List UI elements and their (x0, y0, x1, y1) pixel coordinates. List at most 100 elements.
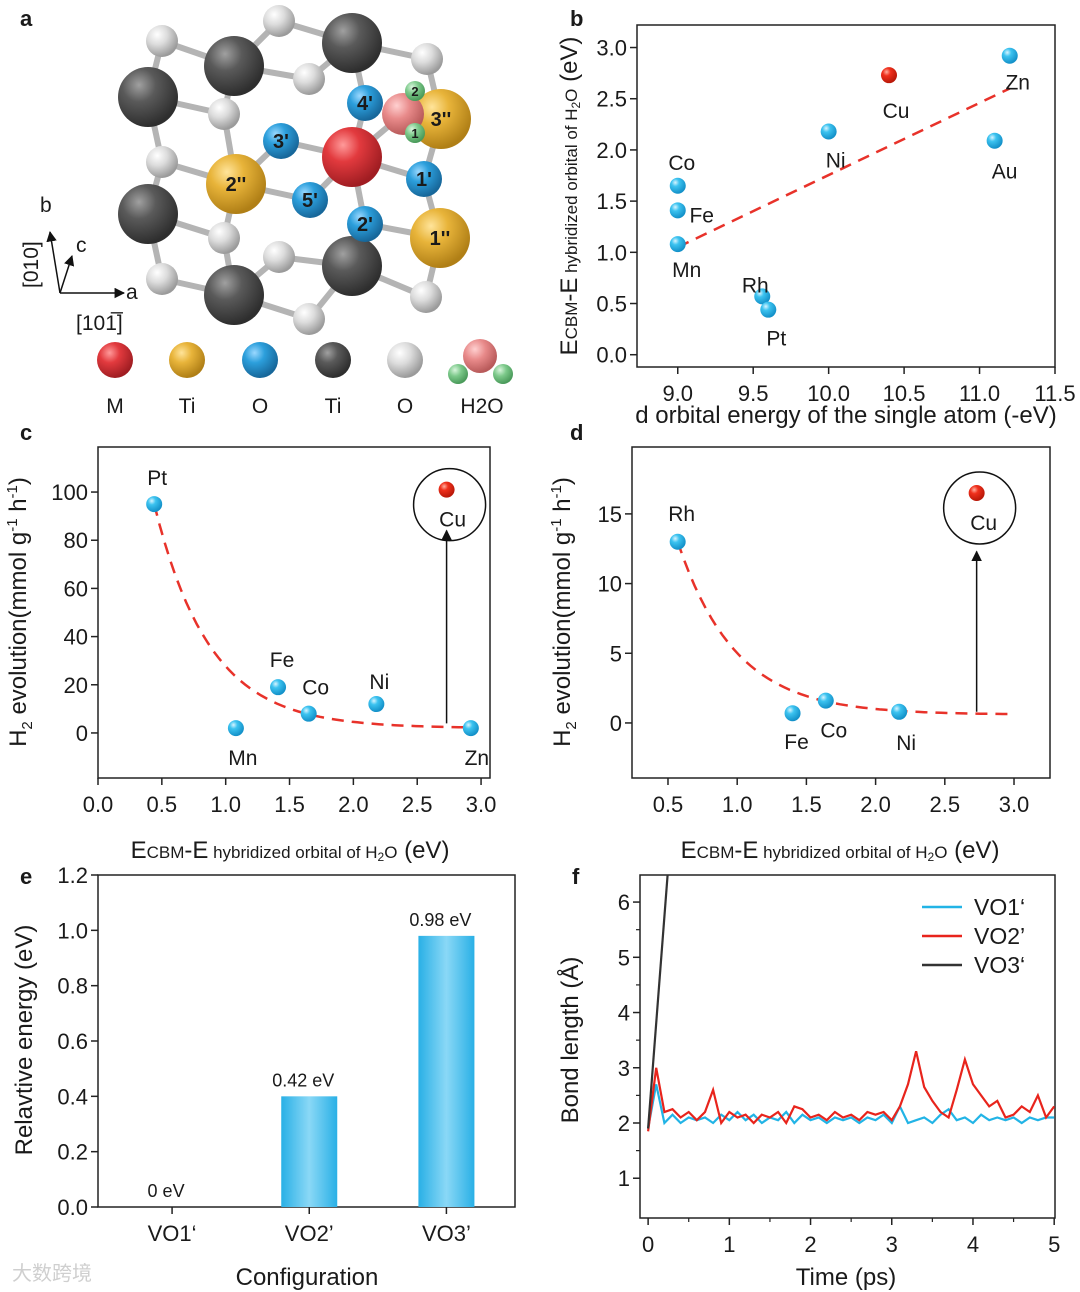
legend-label-3: Ti (325, 395, 342, 418)
label-part: O (384, 843, 397, 862)
label-part: CBM (697, 843, 735, 862)
data-point-cu (968, 484, 985, 501)
fit-line (677, 87, 1011, 249)
axis-c-arrow (59, 255, 75, 294)
atom-h1 (405, 123, 425, 143)
x-tick-label: 0.5 (653, 792, 684, 817)
y-tick-label: 40 (64, 625, 88, 650)
y-tick-label: 2.0 (596, 138, 627, 163)
y-tick-label: 100 (51, 480, 88, 505)
crystal-structure-panel: 3' 4' 5' 1' 2' 2'' 3'' 1'' 1 2 b c a [010] [101̅] M Ti O T… (20, 5, 513, 418)
atom-o4 (347, 85, 383, 121)
chart-panel-f: 1 2 3 4 5 6 0 1 2 3 4 5 Time (ps) Bond length (Å) VO1‘… (556, 874, 1060, 1291)
label-part: -1 (548, 518, 565, 531)
atom-ti1 (410, 208, 470, 268)
data-point-ni (891, 703, 908, 720)
x-tick-label: 9.0 (662, 381, 693, 406)
highlight-circle (412, 467, 487, 542)
label-part: -1 (4, 485, 21, 498)
chart-panel-d: 0 5 10 15 0.5 1.0 1.5 2.0 2.5 3.0 ECBM-E hybridize… (548, 446, 1051, 864)
atom-o1 (406, 161, 442, 197)
atom-ti2 (206, 154, 266, 214)
label-part: -E (734, 837, 758, 864)
label-part: -1 (4, 518, 21, 531)
y-tick-label: 1.0 (596, 240, 627, 265)
atom-o3 (263, 123, 299, 159)
data-point-ni (820, 123, 837, 140)
x-tick-label: 3.0 (466, 792, 497, 817)
y-tick-label: 1 (618, 1166, 630, 1191)
atom-ti3 (411, 89, 471, 149)
data-point-co (817, 692, 834, 709)
x-axis-title: Time (ps) (796, 1264, 896, 1291)
y-tick-label: 5 (610, 641, 622, 666)
category-label: VO3’ (422, 1221, 471, 1246)
bar-1 (281, 1096, 338, 1207)
legend-atom-0 (97, 342, 133, 378)
label-part: (eV) (947, 837, 999, 864)
x-tick-label: 9.5 (738, 381, 769, 406)
atom-w9 (263, 241, 295, 273)
x-tick-label: 0 (642, 1232, 654, 1257)
y-tick-label: 0.2 (57, 1140, 88, 1165)
data-point-pt (760, 301, 777, 318)
atom-w3 (293, 63, 325, 95)
panel-letter-b: b (570, 6, 583, 31)
point-label-rh: Rh (742, 274, 769, 297)
atom-w7 (208, 222, 240, 254)
data-point-mn (227, 720, 244, 737)
label-part: -E (184, 837, 208, 864)
atom-label-o5: 5' (302, 190, 318, 212)
x-tick-label: 11.0 (959, 381, 1000, 406)
x-tick-label: 5 (1048, 1232, 1060, 1257)
axis-b-arrow (46, 230, 61, 294)
category-label: VO2’ (285, 1221, 334, 1246)
point-label-co: Co (668, 152, 695, 175)
y-tick-label: 60 (64, 576, 88, 601)
atom-t5 (204, 265, 264, 325)
point-label-pt: Pt (147, 467, 167, 490)
data-point-fe (270, 679, 287, 696)
legend-label-2: O (252, 395, 268, 418)
bar-value-label: 0.42 eV (272, 1070, 334, 1090)
label-part: evolution(mmol g (5, 532, 32, 721)
point-label-rh: Rh (668, 503, 695, 526)
y-tick-label: 1.2 (57, 863, 88, 888)
axis-a-label: a (126, 281, 138, 304)
y-tick-label: 0 (76, 721, 88, 746)
label-part: -E (556, 278, 583, 302)
point-label-co: Co (302, 677, 329, 700)
atom-label-ti1: 1'' (430, 228, 451, 250)
y-tick-label: 0.5 (596, 292, 627, 317)
atom-w4 (411, 43, 443, 75)
y-tick-label: 0.8 (57, 974, 88, 999)
bar-value-label: 0 eV (148, 1181, 185, 1201)
atom-w1 (146, 25, 178, 57)
point-label-fe: Fe (784, 731, 809, 754)
legend-label-1: VO1‘ (974, 894, 1025, 920)
x-axis-title: d orbital energy of the single atom (-eV… (635, 402, 1057, 429)
plot-frame (97, 446, 491, 779)
label-part: CBM (562, 302, 581, 340)
point-label-au: Au (992, 161, 1018, 184)
legend-atom-3 (315, 342, 351, 378)
x-axis-title: Configuration (236, 1264, 379, 1291)
label-part: ) (5, 477, 32, 485)
legend-water-hydrogen (493, 364, 513, 384)
x-axis-title: ECBM-E hybridized orbital of H2O (eV) (131, 837, 450, 864)
label-part: hybridized orbital of H (758, 843, 927, 862)
label-part: 2 (378, 850, 385, 864)
x-tick-label: 1 (723, 1232, 735, 1257)
label-part: O (562, 89, 581, 102)
data-point-rh (669, 533, 686, 550)
label-part: -1 (548, 485, 565, 498)
x-tick-label: 10.5 (883, 381, 926, 406)
data-point-cu (438, 481, 455, 498)
axis-b-label: b (40, 194, 52, 217)
atom-t4 (118, 184, 178, 244)
label-part: 2 (569, 102, 583, 109)
label-part: (eV) (397, 837, 449, 864)
data-point-rh (754, 288, 771, 305)
y-tick-label: 0.6 (57, 1029, 88, 1054)
data-point-fe (669, 202, 686, 219)
